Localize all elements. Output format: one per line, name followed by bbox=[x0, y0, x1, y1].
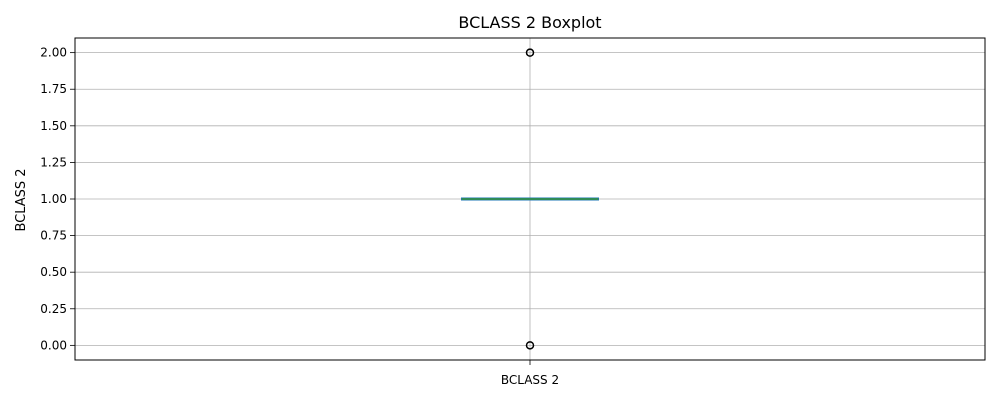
plot-frame bbox=[74, 37, 986, 361]
outlier-point bbox=[525, 48, 535, 57]
y-tick-label: 1.75 bbox=[40, 82, 67, 96]
y-tick-label: 1.50 bbox=[40, 119, 67, 133]
y-tick-label: 0.75 bbox=[40, 229, 67, 243]
axes-layer: 0.00 0.25 0.50 0.75 1.00 1.25 1.50 1.75 2.00 BCLA… bbox=[40, 37, 986, 387]
y-tick-label: 0.00 bbox=[40, 338, 67, 352]
marks-layer bbox=[461, 48, 599, 350]
y-tick-label: 0.25 bbox=[40, 302, 67, 316]
y-tick-label: 0.50 bbox=[40, 265, 67, 279]
chart-title: BCLASS 2 Boxplot bbox=[458, 13, 601, 32]
y-axis-label: BCLASS 2 bbox=[14, 168, 29, 231]
outlier-point bbox=[525, 341, 535, 350]
x-tick-label: BCLASS 2 bbox=[501, 373, 559, 387]
y-tick-label: 1.00 bbox=[40, 192, 67, 206]
y-tick-label: 1.25 bbox=[40, 155, 67, 169]
y-tick-label: 2.00 bbox=[40, 46, 67, 60]
